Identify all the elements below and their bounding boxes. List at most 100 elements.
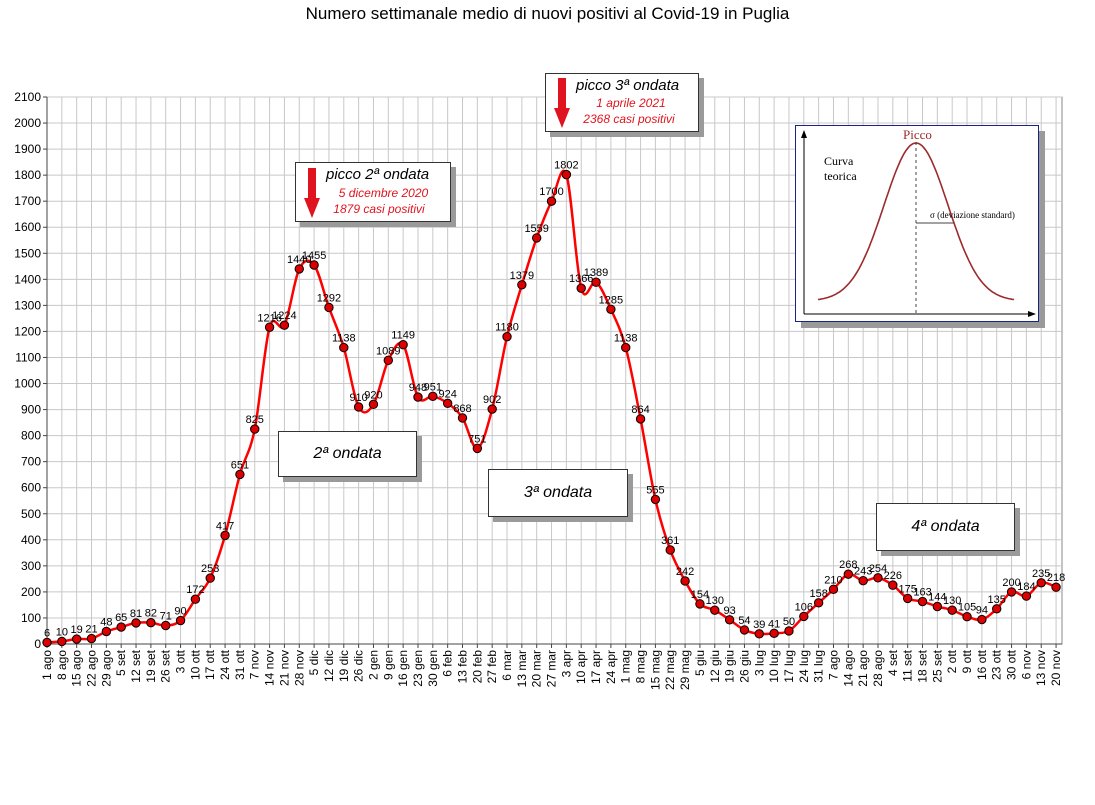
data-label: 163 <box>913 587 931 599</box>
data-label: 1379 <box>510 270 534 282</box>
x-tick-label: 27 feb <box>485 650 499 684</box>
peak3-date: 1 aprile 2021 <box>596 96 666 110</box>
data-label: 254 <box>869 563 887 575</box>
x-tick-label: 18 set <box>916 649 930 682</box>
x-tick-label: 31 ott <box>233 649 247 680</box>
data-point <box>576 283 586 293</box>
data-label: 71 <box>160 611 172 623</box>
data-point <box>146 617 156 628</box>
data-label: 910 <box>349 392 367 404</box>
data-label: 130 <box>706 595 724 607</box>
x-tick-label: 5 set <box>114 649 128 676</box>
x-tick-label: 8 mag <box>634 650 648 683</box>
y-tick-label: 1500 <box>14 246 41 260</box>
x-tick-label: 3 lug <box>752 650 766 676</box>
data-label: 94 <box>976 605 988 617</box>
x-tick-label: 1 ago <box>40 650 54 680</box>
x-tick-label: 26 set <box>159 649 173 682</box>
data-label: 19 <box>71 624 83 636</box>
data-label: 50 <box>783 616 795 628</box>
y-tick-label: 1800 <box>14 168 41 182</box>
data-label: 82 <box>145 608 157 620</box>
x-axis-ticks: 1 ago 8 ago 15 ago 22 ago 29 ago 5 set 12 set 1… <box>40 649 1063 690</box>
data-point <box>828 584 839 594</box>
data-label: 1366 <box>569 273 593 285</box>
y-tick-label: 800 <box>21 429 41 443</box>
x-tick-label: 19 giu <box>723 650 737 683</box>
x-tick-label: 5 giu <box>693 650 707 676</box>
data-point <box>294 264 304 274</box>
data-label: 268 <box>839 559 857 571</box>
x-tick-label: 13 nov <box>1034 650 1048 686</box>
data-label: 1138 <box>332 333 356 345</box>
data-label: 1285 <box>599 294 623 306</box>
x-tick-label: 13 mar <box>515 650 529 687</box>
data-point <box>457 413 468 423</box>
data-point <box>546 196 557 206</box>
x-tick-label: 26 dic <box>352 650 366 682</box>
data-label: 417 <box>216 520 234 532</box>
data-label: 951 <box>424 381 442 393</box>
data-label: 54 <box>738 615 750 627</box>
data-point <box>487 404 497 414</box>
y-tick-label: 600 <box>21 481 41 495</box>
x-tick-label: 30 ott <box>1005 649 1019 680</box>
y-tick-label: 1900 <box>14 142 41 156</box>
data-label: 1180 <box>495 322 519 334</box>
down-arrow-icon <box>554 78 570 128</box>
x-tick-label: 24 apr <box>604 650 618 684</box>
data-point <box>858 576 868 586</box>
data-label: 1700 <box>539 186 563 198</box>
x-tick-label: 22 ago <box>85 650 99 687</box>
data-label: 253 <box>201 563 219 575</box>
x-tick-label: 1 mag <box>619 650 633 683</box>
data-point <box>739 625 750 635</box>
x-tick-label: 11 set <box>901 649 915 681</box>
x-tick-label: 28 ago <box>871 650 885 687</box>
data-label: 21 <box>85 624 97 636</box>
x-tick-label: 25 set <box>930 649 944 682</box>
wave3-label: 3ª ondata <box>488 469 628 517</box>
data-point <box>947 605 957 615</box>
data-point <box>1006 587 1017 597</box>
y-tick-label: 900 <box>21 403 41 417</box>
data-point <box>42 637 52 648</box>
data-label: 243 <box>854 566 872 578</box>
data-point <box>383 355 394 366</box>
data-label: 106 <box>795 601 813 613</box>
x-tick-label: 3 apr <box>559 650 573 677</box>
data-point <box>1051 582 1061 592</box>
data-point <box>220 530 230 541</box>
data-label: 948 <box>409 382 427 394</box>
data-label: 920 <box>364 389 382 401</box>
data-point <box>813 598 824 608</box>
x-tick-label: 23 gen <box>411 650 425 687</box>
wave4-label: 4ª ondata <box>876 503 1015 551</box>
data-label: 226 <box>884 570 902 582</box>
x-tick-label: 16 ott <box>975 649 989 680</box>
chart-title: Numero settimanale medio di nuovi positi… <box>305 4 790 23</box>
data-point <box>1021 591 1032 601</box>
data-label: 218 <box>1047 572 1065 584</box>
y-tick-label: 1200 <box>14 324 41 338</box>
x-tick-label: 12 set <box>129 649 143 682</box>
y-tick-label: 1100 <box>15 350 41 364</box>
x-tick-label: 20 mar <box>530 650 544 687</box>
data-point <box>86 633 97 644</box>
x-tick-label: 6 nov <box>1019 650 1033 679</box>
x-tick-label: 21 nov <box>277 650 291 686</box>
x-tick-label: 10 lug <box>767 650 781 683</box>
y-tick-label: 1300 <box>14 298 41 312</box>
data-point <box>57 636 67 647</box>
x-tick-label: 7 ago <box>826 650 840 680</box>
data-point <box>413 392 423 402</box>
data-label: 135 <box>988 594 1006 606</box>
data-point <box>917 596 928 607</box>
x-tick-label: 8 ago <box>55 650 69 680</box>
data-point <box>531 233 542 243</box>
y-tick-label: 1400 <box>14 272 41 286</box>
y-tick-label: 1600 <box>14 220 41 234</box>
data-label: 1224 <box>272 310 296 322</box>
y-tick-label: 700 <box>21 455 41 469</box>
inset-sigma-label: σ (deviazione standard) <box>930 210 1015 220</box>
